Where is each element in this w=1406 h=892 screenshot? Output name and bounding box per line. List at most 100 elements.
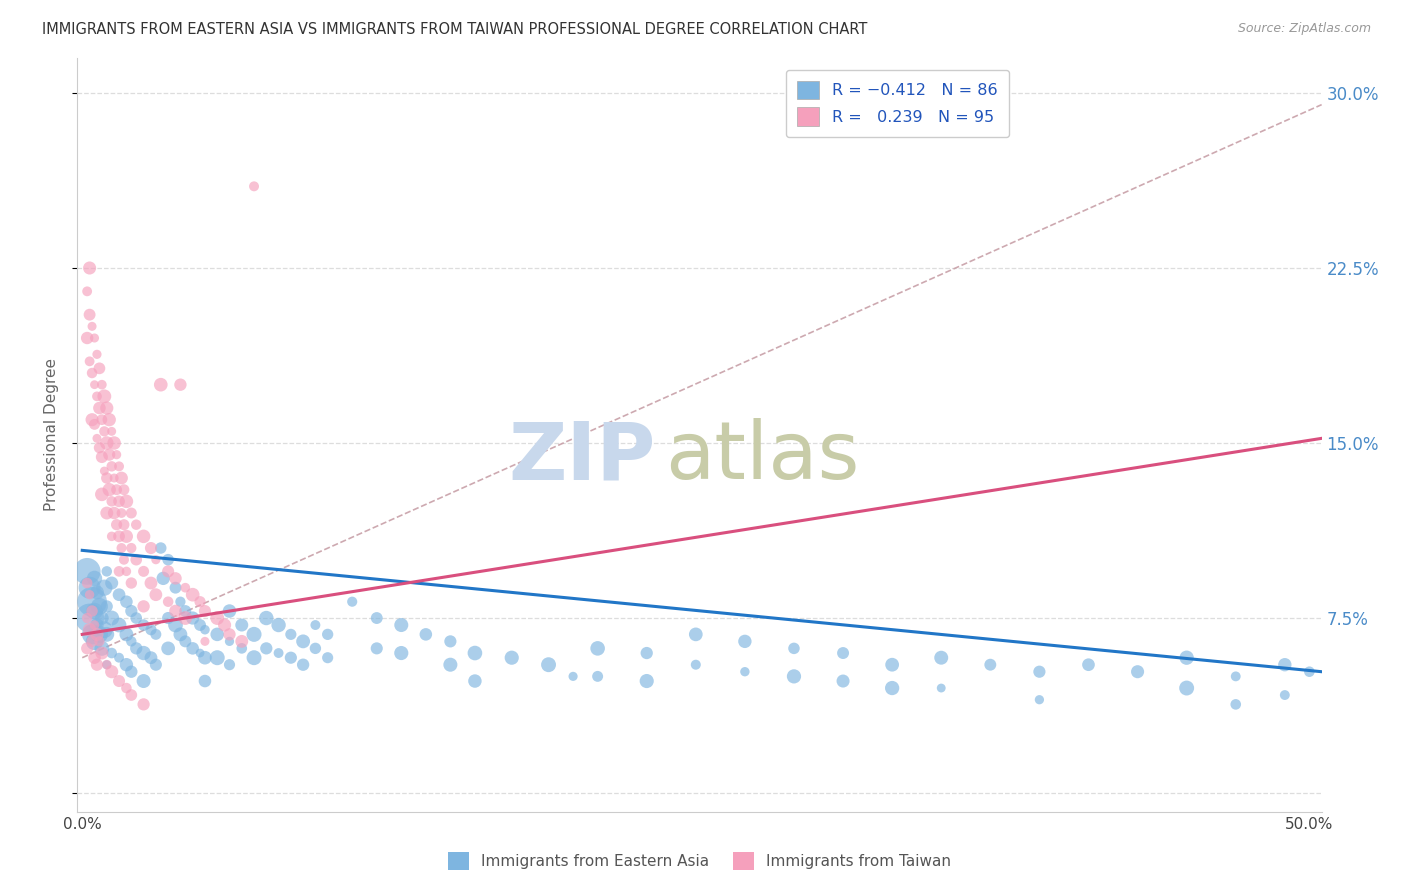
Point [120, 604, 142, 618]
Point [218, 627, 240, 641]
Point [83, 634, 105, 648]
Point [100, 459, 122, 474]
Point [1175, 681, 1198, 695]
Point [1126, 665, 1149, 679]
Point [304, 618, 326, 632]
Point [1077, 657, 1099, 672]
Point [110, 471, 132, 485]
Point [98, 448, 121, 462]
Point [96, 657, 118, 672]
Point [169, 377, 191, 392]
Point [120, 688, 142, 702]
Point [1225, 669, 1247, 683]
Point [115, 627, 138, 641]
Point [636, 646, 658, 660]
Point [194, 673, 217, 688]
Point [93, 581, 115, 595]
Point [157, 552, 180, 566]
Point [86, 618, 108, 632]
Point [100, 494, 122, 508]
Point [636, 673, 658, 688]
Point [120, 541, 142, 555]
Point [132, 698, 155, 712]
Point [501, 650, 523, 665]
Point [115, 681, 138, 695]
Point [93, 425, 115, 439]
Point [76, 611, 98, 625]
Point [83, 417, 105, 432]
Point [80, 412, 103, 426]
Point [103, 506, 125, 520]
Point [86, 585, 108, 599]
Point [194, 623, 217, 637]
Point [1274, 657, 1296, 672]
Point [586, 641, 609, 656]
Point [218, 657, 240, 672]
Point [80, 319, 103, 334]
Text: atlas: atlas [665, 418, 859, 497]
Point [96, 471, 118, 485]
Point [86, 657, 108, 672]
Point [205, 627, 228, 641]
Point [79, 308, 101, 322]
Point [76, 285, 98, 299]
Point [120, 506, 142, 520]
Point [132, 646, 155, 660]
Point [783, 669, 806, 683]
Point [685, 627, 707, 641]
Point [125, 641, 148, 656]
Point [93, 389, 115, 403]
Point [882, 681, 904, 695]
Point [83, 571, 105, 585]
Point [115, 494, 138, 508]
Point [1274, 688, 1296, 702]
Point [79, 588, 101, 602]
Point [96, 565, 118, 579]
Point [562, 669, 585, 683]
Point [979, 657, 1001, 672]
Point [145, 627, 167, 641]
Point [783, 641, 806, 656]
Point [115, 595, 138, 609]
Point [83, 618, 105, 632]
Point [231, 618, 253, 632]
Point [108, 494, 131, 508]
Point [98, 412, 121, 426]
Point [188, 646, 211, 660]
Point [439, 634, 461, 648]
Point [174, 604, 197, 618]
Point [316, 650, 339, 665]
Point [90, 487, 112, 501]
Point [1175, 650, 1198, 665]
Point [194, 650, 217, 665]
Point [174, 611, 197, 625]
Point [280, 650, 302, 665]
Point [79, 611, 101, 625]
Point [243, 650, 266, 665]
Point [145, 552, 167, 566]
Point [89, 361, 111, 376]
Point [139, 576, 162, 591]
Point [280, 627, 302, 641]
Point [125, 552, 148, 566]
Point [103, 471, 125, 485]
Point [734, 634, 756, 648]
Point [145, 657, 167, 672]
Point [132, 618, 155, 632]
Point [90, 646, 112, 660]
Point [537, 657, 560, 672]
Point [152, 571, 174, 585]
Point [112, 483, 135, 497]
Point [882, 657, 904, 672]
Point [90, 611, 112, 625]
Point [734, 665, 756, 679]
Point [80, 366, 103, 380]
Y-axis label: Professional Degree: Professional Degree [44, 359, 59, 511]
Text: Source: ZipAtlas.com: Source: ZipAtlas.com [1237, 22, 1371, 36]
Point [80, 634, 103, 648]
Point [181, 588, 204, 602]
Point [86, 431, 108, 445]
Point [586, 669, 609, 683]
Point [139, 623, 162, 637]
Point [90, 641, 112, 656]
